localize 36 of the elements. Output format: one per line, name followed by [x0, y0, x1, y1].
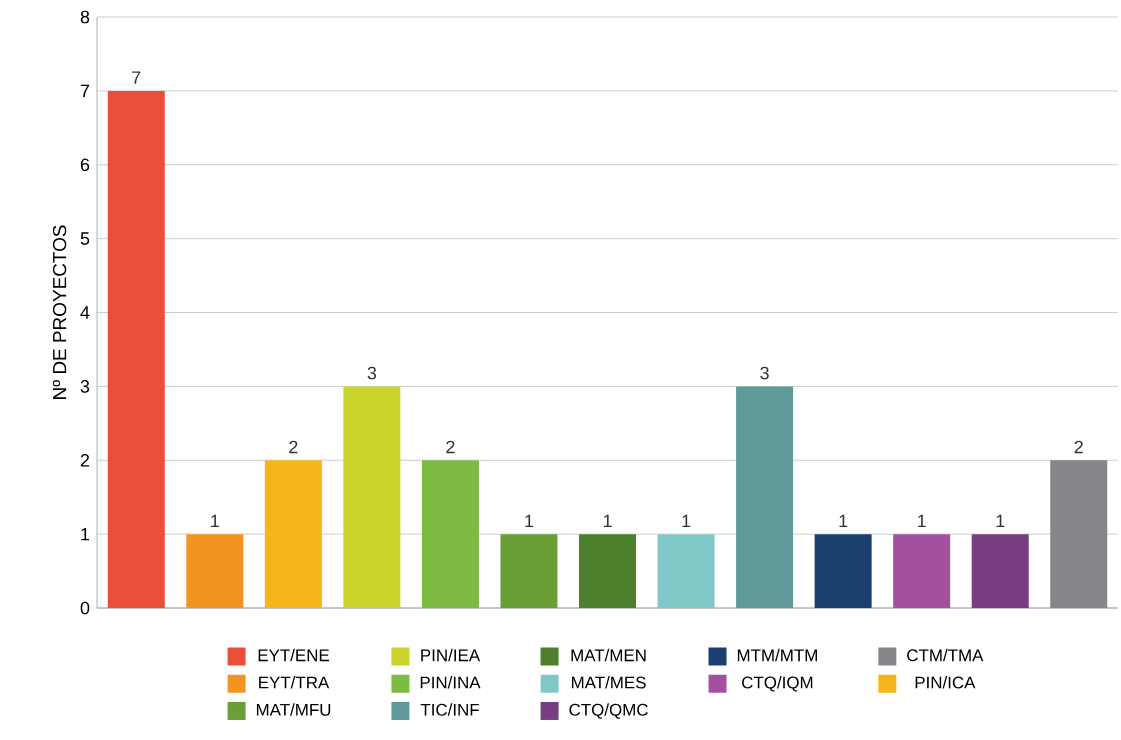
data-label: 2 — [289, 440, 298, 454]
data-label: 1 — [603, 514, 612, 528]
legend-label: PIN/INA — [420, 676, 481, 689]
y-axis-title: Nº DE PROYECTOS — [52, 225, 67, 399]
legend-label: MAT/MFU — [256, 703, 331, 716]
data-label: 1 — [211, 514, 219, 528]
data-label: 3 — [760, 366, 769, 380]
y-tick-label: 1 — [81, 527, 90, 541]
legend-label: MAT/MES — [571, 676, 646, 689]
y-tick-label: 2 — [80, 453, 90, 467]
data-label: 1 — [682, 514, 691, 528]
data-label: 1 — [996, 514, 1005, 528]
y-tick-label: 7 — [80, 84, 90, 98]
data-label: 1 — [839, 514, 848, 528]
legend-label: CTM/TMA — [907, 648, 984, 662]
y-tick-label: 0 — [80, 601, 90, 615]
legend-label: CTQ/QMC — [569, 703, 648, 719]
data-label: 2 — [1074, 440, 1083, 454]
y-tick-label: 8 — [80, 10, 90, 24]
legend-label: PIN/IEA — [421, 648, 481, 662]
y-tick-label: 3 — [80, 380, 90, 393]
legend-label: EYT/ENE — [258, 648, 330, 662]
data-label: 3 — [367, 366, 377, 380]
data-label: 2 — [446, 440, 455, 454]
y-tick-label: 5 — [80, 232, 90, 245]
y-tick-label: 6 — [80, 158, 90, 172]
legend-label: MAT/MEN — [571, 648, 646, 662]
data-label: 1 — [918, 514, 926, 528]
legend-label: CTQ/IQM — [742, 676, 813, 692]
y-tick-label: 4 — [80, 306, 90, 319]
legend-label: PIN/ICA — [915, 676, 976, 689]
data-label: 7 — [132, 71, 141, 84]
legend-label: TIC/INF — [420, 703, 479, 716]
legend-label: EYT/TRA — [259, 676, 330, 689]
data-label: 1 — [525, 514, 534, 528]
legend-label: MTM/MTM — [737, 648, 817, 662]
